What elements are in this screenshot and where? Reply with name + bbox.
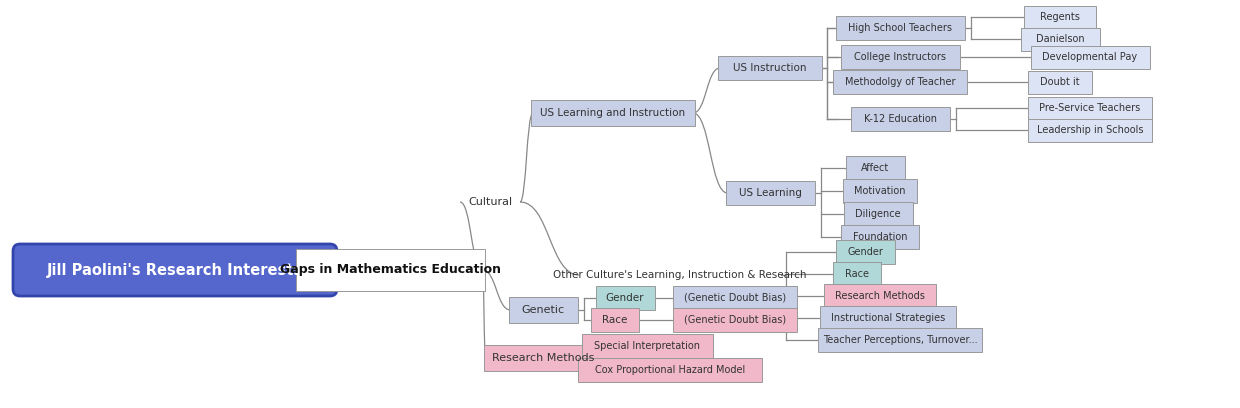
FancyBboxPatch shape: [843, 202, 913, 226]
FancyBboxPatch shape: [1028, 118, 1152, 142]
FancyBboxPatch shape: [846, 156, 904, 180]
FancyBboxPatch shape: [1028, 71, 1092, 93]
FancyBboxPatch shape: [1021, 27, 1100, 51]
Text: Instructional Strategies: Instructional Strategies: [831, 313, 945, 323]
FancyBboxPatch shape: [1028, 97, 1152, 120]
Text: Jill Paolini's Research Interests: Jill Paolini's Research Interests: [47, 262, 303, 277]
Text: Developmental Pay: Developmental Pay: [1043, 52, 1137, 62]
Text: K-12 Education: K-12 Education: [863, 114, 936, 124]
Text: US Learning and Instruction: US Learning and Instruction: [541, 108, 686, 118]
Text: US Instruction: US Instruction: [733, 63, 807, 73]
Text: Doubt it: Doubt it: [1040, 77, 1080, 87]
FancyBboxPatch shape: [820, 306, 956, 330]
FancyBboxPatch shape: [718, 56, 822, 80]
FancyBboxPatch shape: [531, 100, 694, 126]
Text: Research Methods: Research Methods: [492, 353, 594, 363]
FancyBboxPatch shape: [833, 70, 967, 94]
FancyBboxPatch shape: [833, 262, 880, 286]
Text: Foundation: Foundation: [853, 232, 908, 242]
Text: Race: Race: [603, 315, 627, 325]
FancyBboxPatch shape: [1024, 5, 1096, 29]
Text: Gender: Gender: [606, 293, 645, 303]
FancyBboxPatch shape: [295, 249, 485, 291]
Text: Gender: Gender: [847, 247, 883, 257]
Text: Genetic: Genetic: [522, 305, 564, 315]
Text: Other Culture's Learning, Instruction & Research: Other Culture's Learning, Instruction & …: [553, 270, 807, 280]
Text: Affect: Affect: [861, 163, 889, 173]
Text: Cox Proportional Hazard Model: Cox Proportional Hazard Model: [595, 365, 745, 375]
Text: Regents: Regents: [1040, 12, 1080, 22]
Text: Special Interpretation: Special Interpretation: [594, 341, 701, 351]
Text: High School Teachers: High School Teachers: [848, 23, 952, 33]
FancyBboxPatch shape: [1030, 46, 1149, 69]
FancyBboxPatch shape: [725, 181, 815, 205]
FancyBboxPatch shape: [582, 334, 713, 358]
Text: Methodolgy of Teacher: Methodolgy of Teacher: [844, 77, 955, 87]
FancyBboxPatch shape: [836, 240, 894, 264]
Text: Teacher Perceptions, Turnover...: Teacher Perceptions, Turnover...: [822, 335, 977, 345]
FancyBboxPatch shape: [843, 179, 918, 203]
FancyBboxPatch shape: [578, 358, 763, 382]
Text: Danielson: Danielson: [1035, 34, 1084, 44]
Text: Research Methods: Research Methods: [835, 291, 925, 301]
Text: Diligence: Diligence: [856, 209, 900, 219]
FancyBboxPatch shape: [484, 345, 603, 371]
Text: (Genetic Doubt Bias): (Genetic Doubt Bias): [684, 315, 786, 325]
FancyBboxPatch shape: [591, 308, 639, 332]
FancyBboxPatch shape: [818, 328, 982, 352]
Text: Leadership in Schools: Leadership in Schools: [1037, 125, 1143, 135]
Text: Motivation: Motivation: [854, 186, 905, 196]
FancyBboxPatch shape: [825, 284, 936, 308]
Text: US Learning: US Learning: [739, 188, 801, 198]
Text: College Instructors: College Instructors: [854, 52, 946, 62]
FancyBboxPatch shape: [508, 297, 578, 323]
Text: (Genetic Doubt Bias): (Genetic Doubt Bias): [684, 293, 786, 303]
FancyBboxPatch shape: [841, 45, 960, 69]
FancyBboxPatch shape: [836, 16, 965, 40]
FancyBboxPatch shape: [12, 244, 337, 296]
Text: Cultural: Cultural: [467, 197, 512, 207]
FancyBboxPatch shape: [673, 308, 797, 332]
FancyBboxPatch shape: [841, 225, 919, 249]
Text: Pre-Service Teachers: Pre-Service Teachers: [1039, 103, 1141, 113]
FancyBboxPatch shape: [595, 286, 655, 310]
FancyBboxPatch shape: [673, 286, 797, 310]
Text: Race: Race: [844, 269, 869, 279]
FancyBboxPatch shape: [851, 107, 950, 131]
Text: Gaps in Mathematics Education: Gaps in Mathematics Education: [279, 264, 501, 277]
